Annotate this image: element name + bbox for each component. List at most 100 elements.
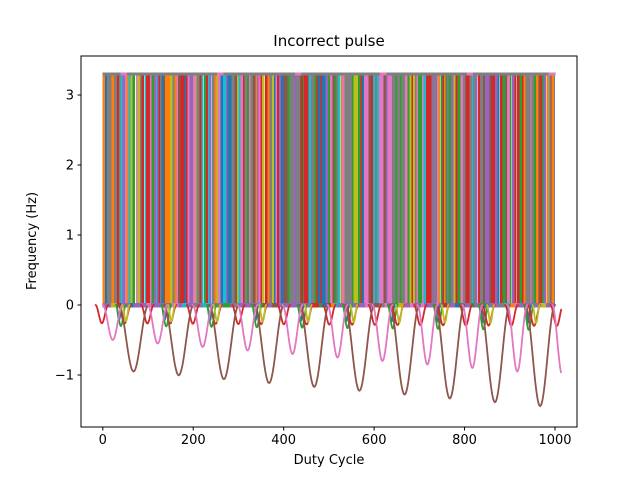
pulse-stripe <box>396 74 401 305</box>
baseline-band-segment <box>455 302 460 308</box>
pulse-stripe <box>404 74 408 305</box>
dip-curve-pink <box>101 304 124 341</box>
pulse-stripe <box>471 74 474 305</box>
baseline-band-segment <box>498 302 505 308</box>
pulse-stripe <box>240 74 244 305</box>
pulse-stripe <box>366 74 369 305</box>
pulse-stripe <box>206 74 209 305</box>
dip-curve-pink <box>146 304 169 345</box>
dip-curve-red <box>322 304 337 326</box>
baseline-band-segment <box>374 302 380 308</box>
pulse-stripe <box>509 74 512 305</box>
pulse-stripe <box>308 74 312 305</box>
pulse-stripe <box>342 74 345 305</box>
pulse-stripe <box>124 74 127 305</box>
pulse-stripe <box>420 74 423 305</box>
axes-border <box>80 55 578 428</box>
baseline-band-segment <box>139 302 147 308</box>
pulse-stripe <box>255 74 258 305</box>
baseline-band-segment <box>539 302 547 308</box>
pulse-stripe <box>451 74 454 305</box>
baseline-band-segment <box>466 302 472 308</box>
pulse-stripe <box>128 74 131 305</box>
baseline-band-segment <box>318 302 322 308</box>
pulse-stripe <box>446 74 450 305</box>
baseline-band-segment <box>124 302 131 308</box>
pulse-stripe <box>378 74 382 305</box>
pulse-stripe <box>413 74 416 305</box>
baseline-band-segment <box>311 302 320 308</box>
pulse-stripe <box>135 74 138 305</box>
pulse-stripe <box>178 74 181 305</box>
pulse-stripe <box>234 74 238 305</box>
pulse-stripe <box>438 74 441 305</box>
baseline-band-segment <box>442 302 448 308</box>
pulse-stripe <box>357 74 361 305</box>
pulse-stripe <box>261 74 265 305</box>
dip-curve-pink <box>461 304 484 369</box>
pulse-stripe <box>455 74 458 305</box>
pulse-stripe <box>186 74 188 305</box>
pulse-stripe <box>220 74 224 305</box>
pulse-stripe <box>111 74 115 305</box>
baseline-band-segment <box>133 302 140 308</box>
baseline-band-segment <box>365 302 370 308</box>
pulse-stripe <box>301 74 304 305</box>
pulse-stripe <box>459 74 461 305</box>
pulse-stripe <box>207 74 210 305</box>
pulse-stripe <box>196 74 200 305</box>
dip-curve-brown <box>524 304 556 408</box>
baseline-band-segment <box>510 302 515 308</box>
x-tick-label: 0 <box>99 433 107 448</box>
baseline-band-segment <box>352 302 357 308</box>
baseline-band-segment <box>102 302 107 308</box>
pulse-stripe <box>457 74 460 305</box>
pulse-stripe <box>176 74 179 305</box>
pulse-stripe <box>415 74 417 305</box>
pulse-stripe <box>429 74 432 305</box>
axis-ticks: 0 200 400 600 800 1000 −1 0 1 2 3 <box>55 89 572 449</box>
dip-curve-olive <box>258 304 268 323</box>
pulse-stripe <box>158 74 161 305</box>
baseline-band-segment <box>421 302 425 308</box>
baseline-band-segment <box>272 302 280 308</box>
pulse-stripe <box>147 74 151 305</box>
baseline-band-segment <box>409 302 414 308</box>
top-cap-pink-segment <box>379 72 387 76</box>
pulse-stripe <box>540 74 543 305</box>
top-cap <box>102 72 556 76</box>
pulse-stripe <box>209 74 212 305</box>
baseline-band-segment <box>305 302 312 308</box>
pulse-stripe <box>275 74 278 305</box>
pulse-stripe <box>114 74 118 305</box>
pulse-stripe <box>257 74 259 305</box>
pulse-stripe <box>269 74 273 305</box>
pulse-stripe <box>483 74 486 305</box>
pulse-stripe <box>180 74 183 305</box>
pulse-stripe <box>523 74 526 305</box>
dip-curve-red <box>140 304 155 325</box>
pulse-stripes <box>102 74 556 305</box>
dip-curve-pink <box>191 304 214 348</box>
dip-curve-olive <box>166 304 176 323</box>
pulse-stripe <box>514 74 517 305</box>
pulse-stripe <box>122 74 126 305</box>
pulse-stripe <box>551 74 555 305</box>
pulse-stripe <box>462 74 466 305</box>
pulse-stripe <box>347 74 350 305</box>
pulse-stripe <box>500 74 504 305</box>
dip-curve-red <box>367 304 383 326</box>
plot-clip-group <box>94 72 563 408</box>
dip-curve-red <box>413 304 428 327</box>
pulse-stripe <box>543 74 547 305</box>
pulse-stripe <box>222 74 225 305</box>
pulse-stripe <box>224 74 227 305</box>
pulse-stripe <box>469 74 473 305</box>
pulse-stripe <box>227 74 230 305</box>
top-cap-pink-segment <box>217 72 224 76</box>
pulse-stripe <box>116 74 120 305</box>
pulse-stripe <box>320 74 323 305</box>
baseline-band-segment <box>487 302 494 308</box>
pulse-stripe <box>525 74 531 305</box>
